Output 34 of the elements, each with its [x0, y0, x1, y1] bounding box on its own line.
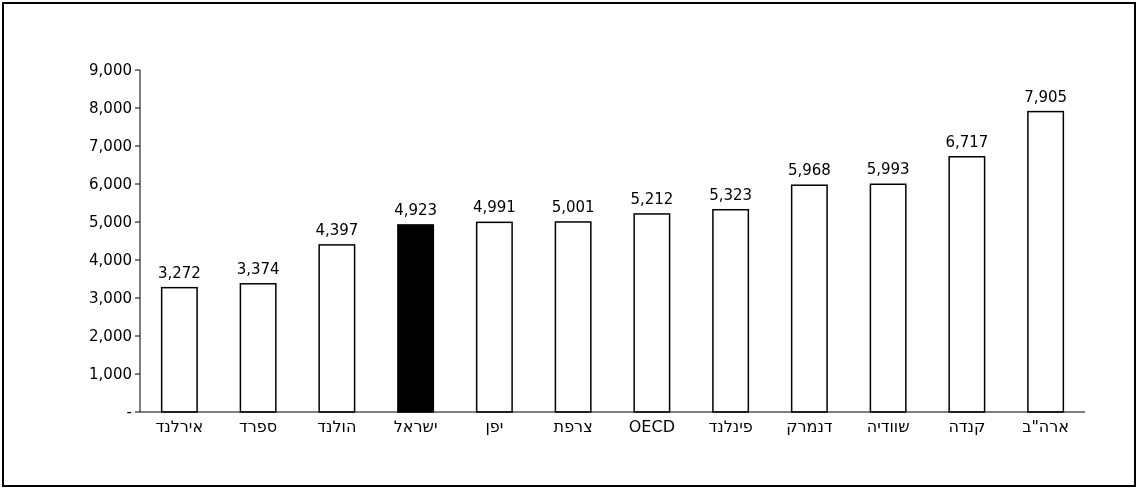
y-tick-label: 3,000 — [89, 289, 132, 307]
data-label: 5,001 — [551, 197, 595, 216]
y-tick-label: 7,000 — [89, 137, 132, 155]
x-tick-label: ארה"ב — [1022, 417, 1070, 436]
y-tick-label: 5,000 — [89, 213, 132, 231]
data-label: 3,272 — [157, 263, 201, 282]
y-tick-label: 6,000 — [89, 175, 132, 193]
x-tick-label: צרפת — [553, 417, 593, 436]
x-tick-label: קנדה — [948, 417, 986, 436]
data-label: 4,991 — [472, 198, 516, 217]
data-label: 5,968 — [787, 161, 831, 180]
x-tick-label: OECD — [628, 417, 675, 436]
x-tick-label: יפן — [485, 417, 504, 436]
data-label: 6,717 — [945, 132, 989, 151]
y-tick-label: 9,000 — [89, 61, 132, 79]
x-tick-label: אירלנד — [155, 417, 204, 436]
y-tick-label: 1,000 — [89, 365, 132, 383]
data-label: 3,374 — [236, 259, 280, 278]
y-tick-label: 4,000 — [89, 251, 132, 269]
y-tick-label: 8,000 — [89, 99, 132, 117]
x-tick-label: שוודיה — [866, 417, 910, 436]
data-label: 7,905 — [1024, 87, 1068, 106]
y-tick-label: - — [126, 403, 132, 421]
data-label: 4,397 — [315, 220, 359, 239]
x-tick-label: הולנד — [317, 417, 357, 436]
x-tick-label: ישראל — [393, 417, 438, 436]
data-label: 5,212 — [630, 189, 674, 208]
x-tick-label: פינלנד — [708, 417, 753, 436]
data-label: 5,323 — [709, 185, 753, 204]
x-tick-label: דנמרק — [786, 417, 833, 436]
data-label: 4,923 — [394, 200, 438, 219]
x-tick-label: ספרד — [239, 417, 278, 436]
data-label: 5,993 — [866, 160, 910, 179]
y-tick-label: 2,000 — [89, 327, 132, 345]
